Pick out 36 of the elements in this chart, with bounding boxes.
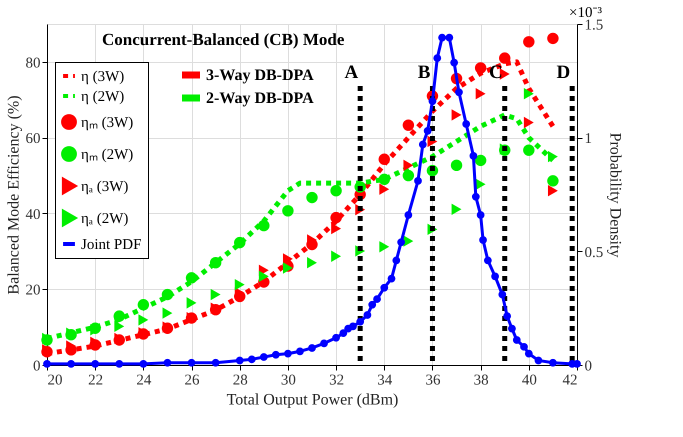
x-tick-label: 28 bbox=[232, 372, 248, 388]
y2-tick-label: 0.5 bbox=[584, 244, 604, 261]
y2-axis-title: Probability Density bbox=[606, 132, 624, 258]
ref-line-label: A bbox=[344, 62, 358, 83]
y-tick-label: 20 bbox=[26, 282, 40, 299]
legend-label: η (2W) bbox=[81, 89, 124, 105]
x-tick-label: 26 bbox=[184, 372, 200, 388]
x-tick-label: 36 bbox=[425, 372, 441, 388]
x-tick-label: 30 bbox=[280, 372, 296, 388]
x-tick-label: 40 bbox=[522, 372, 537, 388]
y2-tick-label: 0 bbox=[584, 358, 592, 374]
y-axis-title: Balanced Mode Efficiency (%) bbox=[6, 95, 22, 295]
y-tick-label: 0 bbox=[33, 358, 40, 374]
legend-label: ηₘ (2W) bbox=[81, 147, 134, 163]
x-tick-label: 22 bbox=[88, 372, 104, 388]
x-tick-label: 34 bbox=[377, 372, 393, 388]
x-tick-label: 24 bbox=[136, 372, 152, 388]
y-tick-label: 60 bbox=[26, 131, 40, 148]
x-tick-label: 20 bbox=[48, 372, 62, 388]
ref-line-label: D bbox=[556, 62, 570, 83]
y-tick-label: 80 bbox=[26, 55, 40, 72]
legend-label: ηₐ (2W) bbox=[81, 211, 128, 227]
legend-label: Joint PDF bbox=[81, 237, 142, 253]
chart-title: Concurrent-Balanced (CB) Mode bbox=[102, 30, 345, 49]
annotation: 2-Way DB-DPA bbox=[206, 90, 314, 107]
y2-tick-label: 1 bbox=[584, 131, 592, 148]
ref-line-label: B bbox=[418, 62, 431, 83]
legend-label: ηₐ (3W) bbox=[81, 179, 128, 195]
x-axis-title: Total Output Power (dBm) bbox=[226, 392, 398, 408]
y-tick-label: 40 bbox=[26, 206, 40, 223]
annotation: 3-Way DB-DPA bbox=[206, 67, 314, 84]
x-tick-label: 32 bbox=[329, 372, 344, 388]
legend-label: η (3W) bbox=[81, 69, 124, 85]
legend-label: ηₘ (3W) bbox=[81, 115, 134, 131]
x-tick-label: 42 bbox=[562, 372, 578, 388]
x-tick-label: 38 bbox=[474, 372, 489, 388]
